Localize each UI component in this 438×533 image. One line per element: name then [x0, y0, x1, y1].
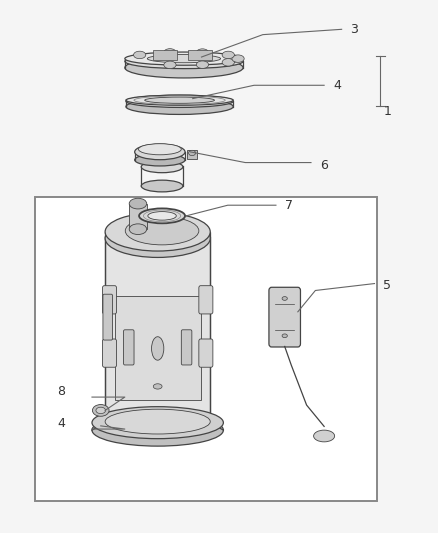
Ellipse shape: [222, 51, 234, 59]
Ellipse shape: [134, 51, 146, 59]
Text: 4: 4: [57, 417, 65, 430]
Ellipse shape: [135, 154, 185, 166]
Ellipse shape: [139, 208, 185, 223]
Bar: [153, 50, 177, 60]
Ellipse shape: [222, 59, 234, 66]
FancyBboxPatch shape: [199, 339, 213, 367]
Bar: [129, 204, 147, 229]
Ellipse shape: [105, 409, 210, 434]
FancyBboxPatch shape: [199, 286, 213, 314]
Text: 1: 1: [383, 106, 391, 118]
Text: 3: 3: [350, 23, 358, 36]
Text: 7: 7: [285, 199, 293, 212]
Ellipse shape: [129, 198, 147, 209]
Ellipse shape: [164, 49, 176, 56]
Text: 8: 8: [57, 385, 65, 398]
Ellipse shape: [92, 414, 223, 446]
Ellipse shape: [196, 49, 208, 56]
Ellipse shape: [92, 405, 109, 416]
Bar: [188, 50, 212, 60]
Ellipse shape: [126, 95, 233, 108]
Ellipse shape: [105, 219, 210, 257]
FancyBboxPatch shape: [103, 294, 113, 340]
Ellipse shape: [105, 213, 210, 251]
Ellipse shape: [282, 334, 287, 338]
FancyBboxPatch shape: [102, 339, 117, 367]
Ellipse shape: [314, 430, 335, 442]
Text: 4: 4: [333, 79, 341, 92]
Ellipse shape: [147, 54, 221, 63]
Ellipse shape: [141, 180, 183, 192]
Ellipse shape: [196, 61, 208, 68]
Bar: [115, 296, 201, 400]
Ellipse shape: [138, 144, 181, 155]
Ellipse shape: [153, 384, 162, 389]
Text: 5: 5: [383, 279, 391, 292]
Ellipse shape: [164, 61, 176, 69]
Text: 6: 6: [320, 159, 328, 172]
FancyBboxPatch shape: [181, 330, 192, 365]
FancyBboxPatch shape: [102, 286, 117, 314]
Ellipse shape: [232, 55, 244, 62]
FancyBboxPatch shape: [269, 287, 300, 347]
Ellipse shape: [125, 58, 243, 78]
Ellipse shape: [125, 54, 243, 69]
Ellipse shape: [135, 144, 185, 160]
Ellipse shape: [126, 99, 233, 115]
Ellipse shape: [125, 52, 243, 65]
Ellipse shape: [129, 224, 147, 235]
Ellipse shape: [148, 212, 176, 220]
Ellipse shape: [188, 150, 195, 156]
Bar: [35, 197, 377, 501]
Ellipse shape: [145, 97, 215, 103]
Ellipse shape: [282, 296, 287, 301]
FancyBboxPatch shape: [124, 330, 134, 365]
Ellipse shape: [92, 407, 223, 439]
Bar: [187, 150, 197, 159]
Ellipse shape: [96, 407, 106, 414]
Ellipse shape: [152, 337, 164, 360]
Ellipse shape: [141, 161, 183, 173]
Ellipse shape: [125, 217, 199, 245]
Bar: [105, 232, 210, 429]
Ellipse shape: [126, 95, 233, 105]
